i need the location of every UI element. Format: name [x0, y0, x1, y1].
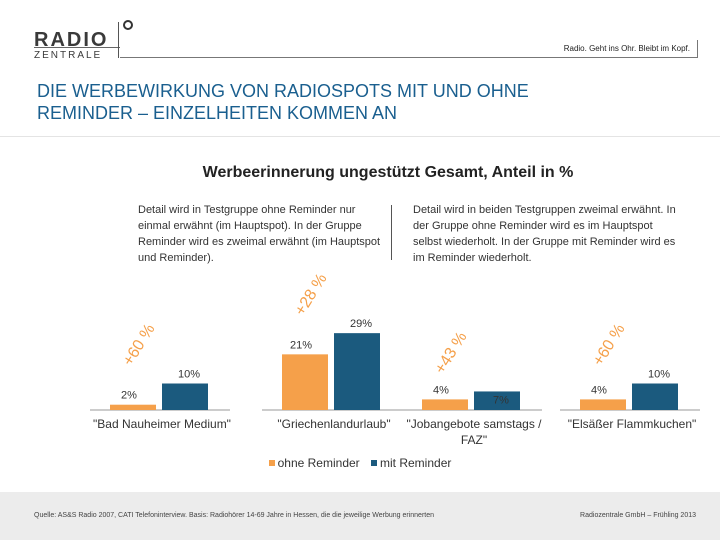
footer-credit: Radiozentrale GmbH – Frühling 2013	[580, 512, 696, 519]
increase-label: +60 %	[590, 321, 629, 369]
legend-swatch-mit	[371, 459, 378, 466]
data-label-ohne: 4%	[591, 384, 607, 396]
chart-legend: ohne Reminder mit Reminder	[0, 456, 720, 470]
legend-label-mit: mit Reminder	[380, 456, 452, 470]
data-label-ohne: 4%	[433, 384, 449, 396]
category-label: "Griechenlandurlaub"	[277, 417, 390, 431]
logo-divider	[34, 47, 120, 48]
chart-title-text: Werbeerinnerung ungestützt Gesamt, Antei…	[202, 164, 574, 181]
description-left: Detail wird in Testgruppe ohne Reminder …	[138, 204, 381, 264]
category-label: "Bad Nauheimer Medium"	[93, 417, 231, 431]
description-right: Detail wird in beiden Testgruppen zweima…	[413, 204, 676, 264]
page-title: DIE WERBEWIRKUNG VON RADIOSPOTS MIT UND …	[37, 80, 677, 124]
bar-ohne-reminder	[282, 354, 328, 410]
page-title-line-2: REMINDER – EINZELHEITEN KOMMEN AN	[37, 103, 398, 123]
data-label-ohne: 21%	[290, 339, 312, 351]
increase-badge: +28 %	[292, 271, 331, 319]
header-rule-tick	[697, 40, 698, 58]
description-divider	[391, 205, 392, 260]
data-label-mit: 7%	[493, 394, 509, 406]
category-label: "Elsäßer Flammkuchen"	[568, 417, 697, 431]
logo-text-zentrale: ZENTRALE	[34, 50, 103, 61]
data-label-mit: 10%	[178, 369, 200, 381]
data-label-mit: 10%	[648, 369, 670, 381]
slogan: Radio. Geht ins Ohr. Bleibt im Kopf.	[563, 44, 690, 53]
bar-mit-reminder	[334, 333, 380, 410]
logo-text-radio: RADIO	[34, 29, 109, 51]
increase-badge: +60 %	[120, 321, 159, 369]
radiozentrale-logo: RADIO ZENTRALE	[34, 22, 120, 61]
bar-mit-reminder	[632, 383, 678, 410]
category-label-line-2: FAZ"	[461, 433, 487, 447]
page-title-line-1: DIE WERBEWIRKUNG VON RADIOSPOTS MIT UND …	[37, 81, 529, 101]
increase-badge: +60 %	[590, 321, 629, 369]
bar-mit-reminder	[474, 391, 520, 410]
logo-vertical-bar	[118, 22, 119, 58]
data-label-ohne: 2%	[121, 390, 137, 402]
legend-item-mit: mit Reminder	[371, 456, 451, 470]
legend-item-ohne: ohne Reminder	[268, 456, 360, 470]
legend-label-ohne: ohne Reminder	[277, 456, 360, 470]
header-rule	[120, 57, 698, 58]
bar-ohne-reminder	[422, 399, 468, 410]
bar-ohne-reminder	[110, 404, 156, 410]
chart-title: Werbeerinnerung ungestützt Gesamt, Antei…	[0, 164, 720, 182]
title-divider	[0, 136, 720, 137]
category-label-line-1: "Jobangebote samstags /	[406, 417, 542, 431]
footer: Quelle: AS&S Radio 2007, CATI Telefonint…	[0, 492, 720, 540]
bar-mit-reminder	[162, 383, 208, 410]
increase-label: +60 %	[120, 321, 159, 369]
logo-circle-icon	[123, 20, 133, 30]
footer-source: Quelle: AS&S Radio 2007, CATI Telefonint…	[34, 512, 435, 519]
data-label-mit: 29%	[350, 318, 372, 330]
increase-badge: +43 %	[432, 329, 471, 377]
increase-label: +43 %	[432, 329, 471, 377]
increase-label: +28 %	[292, 271, 331, 319]
bar-ohne-reminder	[580, 399, 626, 410]
legend-swatch-ohne	[268, 459, 275, 466]
